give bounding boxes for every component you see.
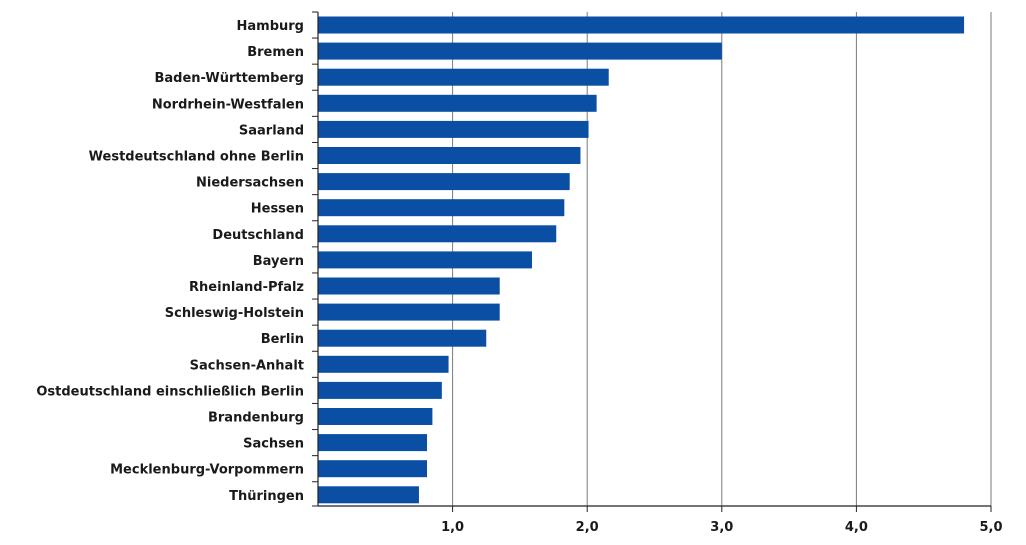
bar-schleswig-holstein — [318, 303, 500, 321]
bar-berlin — [318, 329, 487, 347]
bar-bremen — [318, 42, 722, 60]
grid-layer — [452, 12, 992, 506]
labels-layer: 1,0 2,0 3,0 4,0 5,0 Hamburg Bremen Baden-Württe… — [36, 19, 1002, 535]
bar-deutschland — [318, 225, 557, 243]
category-label: Schleswig-Holstein — [165, 306, 304, 321]
bar-hamburg — [318, 16, 965, 34]
bar-hessen — [318, 199, 565, 217]
category-label: Mecklenburg-Vorpommern — [110, 463, 304, 478]
x-tick-label: 3,0 — [710, 520, 733, 535]
bar-ostdeutschland-einschließlich-berlin — [318, 381, 442, 399]
category-label: Nordrhein-Westfalen — [152, 97, 304, 112]
x-tick-label: 4,0 — [845, 520, 868, 535]
bar-sachsen — [318, 434, 428, 452]
x-tick-label: 2,0 — [576, 520, 599, 535]
bar-brandenburg — [318, 408, 433, 425]
category-label: Sachsen — [243, 437, 304, 452]
bar-rheinland-pfalz — [318, 277, 500, 295]
bar-thüringen — [318, 486, 419, 504]
x-tick-label: 5,0 — [979, 520, 1002, 535]
bar-nordrhein-westfalen — [318, 94, 597, 112]
category-label: Berlin — [261, 332, 304, 347]
bars-layer — [318, 16, 965, 504]
axis-layer — [312, 11, 992, 512]
x-tick-label: 1,0 — [441, 520, 464, 535]
category-label: Sachsen-Anhalt — [190, 358, 304, 373]
category-label: Deutschland — [212, 228, 304, 243]
category-label: Niedersachsen — [196, 176, 304, 191]
category-label: Baden-Württemberg — [154, 71, 304, 86]
category-label: Rheinland-Pfalz — [189, 280, 304, 295]
category-label: Hamburg — [237, 19, 304, 34]
bar-niedersachsen — [318, 173, 570, 191]
category-label: Bayern — [253, 254, 304, 269]
bar-westdeutschland-ohne-berlin — [318, 147, 581, 164]
bar-bayern — [318, 251, 533, 269]
bar-sachsen-anhalt — [318, 355, 449, 373]
category-label: Ostdeutschland einschließlich Berlin — [36, 384, 304, 399]
category-label: Brandenburg — [208, 411, 304, 426]
bar-mecklenburg-vorpommern — [318, 460, 428, 478]
category-label: Westdeutschland ohne Berlin — [89, 150, 304, 165]
category-label: Bremen — [247, 45, 304, 60]
category-label: Hessen — [251, 202, 304, 217]
bar-saarland — [318, 120, 589, 138]
category-label: Saarland — [239, 123, 304, 138]
bar-baden-württemberg — [318, 68, 609, 86]
category-label: Thüringen — [229, 489, 304, 504]
